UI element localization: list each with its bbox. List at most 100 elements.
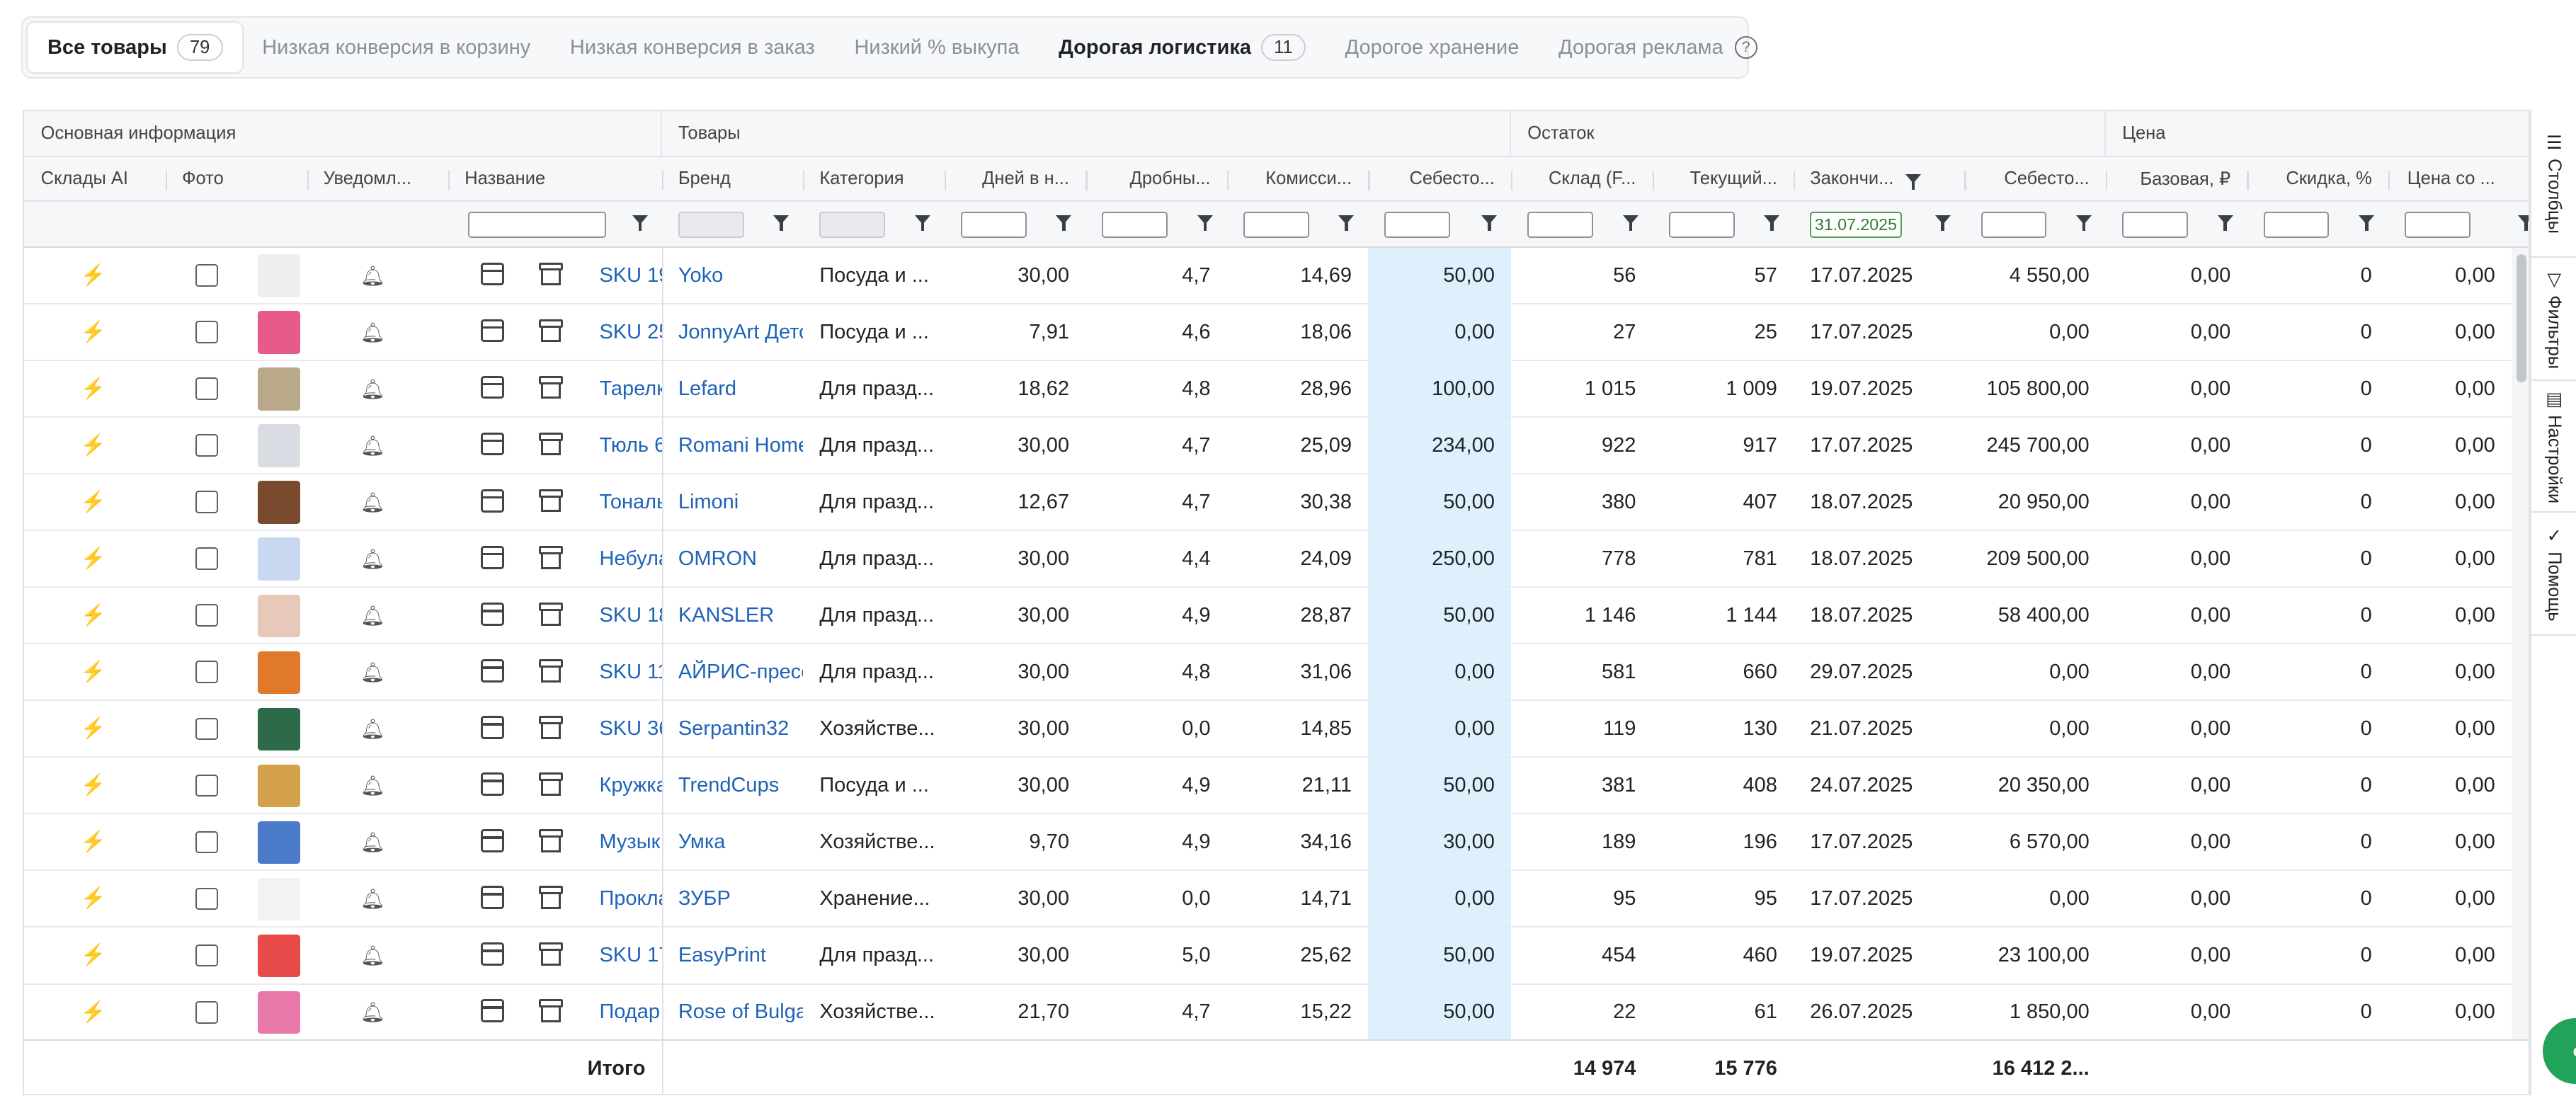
product-name-link[interactable]: Подар <box>599 1000 660 1024</box>
brand-link[interactable]: OMRON <box>678 547 757 570</box>
filter-input-cost[interactable] <box>1384 211 1451 239</box>
table-row[interactable]: ⚡ 🔔︎ SKU 11 АЙРИС-пресс Для празд... 30,00 4,8… <box>24 644 2512 702</box>
col-header-base-price[interactable]: Базовая, ₽ <box>2140 169 2231 189</box>
filter-icon[interactable] <box>2217 215 2233 230</box>
product-name-link[interactable]: SKU 11 <box>599 660 662 683</box>
filter-input-cost2[interactable] <box>1981 211 2047 239</box>
filter-input-base-price[interactable] <box>2122 211 2188 239</box>
calendar-icon[interactable] <box>481 659 504 683</box>
tab-3[interactable]: Низкий % выкупа <box>835 23 1039 72</box>
filter-input-commission[interactable] <box>1243 211 1309 239</box>
product-name-link[interactable]: Тюль 6 <box>599 433 662 457</box>
product-name-link[interactable]: SKU 18 <box>599 603 661 627</box>
side-help-button[interactable]: ✓ Помощь <box>2531 513 2576 636</box>
archive-icon[interactable] <box>538 829 564 852</box>
col-header-notify[interactable]: Уведомл... <box>323 169 412 189</box>
calendar-icon[interactable] <box>481 375 504 399</box>
magic-wand-icon[interactable]: ⚡ <box>80 321 106 344</box>
calendar-icon[interactable] <box>481 262 504 286</box>
calendar-icon[interactable] <box>481 886 504 909</box>
archive-icon[interactable] <box>538 262 564 286</box>
calendar-icon[interactable] <box>481 999 504 1022</box>
table-row[interactable]: ⚡ 🔔︎ Подар Rose of Bulgar Хозяйстве... 21,70 4… <box>24 984 2512 1041</box>
magic-wand-icon[interactable]: ⚡ <box>80 661 106 684</box>
bell-icon[interactable]: 🔔︎ <box>360 604 385 627</box>
cost-cell[interactable]: 100,00 <box>1368 361 1512 417</box>
cost-cell[interactable]: 50,00 <box>1368 984 1512 1040</box>
magic-wand-icon[interactable]: ⚡ <box>80 830 106 854</box>
bell-icon[interactable]: 🔔︎ <box>360 434 385 457</box>
bell-icon[interactable]: 🔔︎ <box>360 377 385 400</box>
product-name-link[interactable]: Прокла <box>599 886 661 910</box>
col-header-fraction[interactable]: Дробны... <box>1129 169 1211 189</box>
row-checkbox[interactable] <box>195 774 218 797</box>
table-row[interactable]: ⚡ 🔔︎ Прокла ЗУБР Хранение... 30,00 0,0 14,71 0,0… <box>24 871 2512 928</box>
archive-icon[interactable] <box>538 659 564 683</box>
calendar-icon[interactable] <box>481 942 504 966</box>
filter-input-brand[interactable] <box>678 211 744 239</box>
cost-cell[interactable]: 50,00 <box>1368 588 1512 644</box>
brand-link[interactable]: Lefard <box>678 377 737 400</box>
tab-5[interactable]: Дорогое хранение <box>1326 23 1539 72</box>
col-header-days[interactable]: Дней в н... <box>982 169 1069 189</box>
ends-sort-filter-icon[interactable] <box>1905 173 1921 189</box>
product-name-link[interactable]: Тарелк <box>599 377 662 400</box>
table-row[interactable]: ⚡ 🔔︎ Тюль 6 Romani Home Для празд... 30,00 4,7… <box>24 418 2512 475</box>
filter-input-current[interactable] <box>1668 211 1735 239</box>
magic-wand-icon[interactable]: ⚡ <box>80 264 106 287</box>
brand-link[interactable]: Умка <box>678 830 726 853</box>
bell-icon[interactable]: 🔔︎ <box>360 547 385 570</box>
brand-link[interactable]: Romani Home <box>678 433 804 457</box>
col-header-name[interactable]: Название <box>465 169 546 189</box>
filter-input-name[interactable] <box>467 211 606 239</box>
brand-link[interactable]: Limoni <box>678 490 739 513</box>
archive-icon[interactable] <box>538 546 564 569</box>
filter-icon[interactable] <box>914 215 930 230</box>
magic-wand-icon[interactable]: ⚡ <box>80 377 106 401</box>
col-header-warehouse-f[interactable]: Склад (F... <box>1549 169 1636 189</box>
archive-icon[interactable] <box>538 772 564 796</box>
filter-icon[interactable] <box>1056 215 1072 230</box>
product-name-link[interactable]: SKU 36 <box>599 717 661 740</box>
col-header-commission[interactable]: Комисси... <box>1265 169 1352 189</box>
filter-icon[interactable] <box>632 215 648 230</box>
calendar-icon[interactable] <box>481 829 504 852</box>
filter-input-fraction[interactable] <box>1102 211 1168 239</box>
tab-4[interactable]: Дорогая логистика 11 <box>1039 23 1325 72</box>
col-header-photo[interactable]: Фото <box>182 169 224 189</box>
magic-wand-icon[interactable]: ⚡ <box>80 604 106 627</box>
product-name-link[interactable]: Кружка <box>599 773 662 797</box>
col-header-discount[interactable]: Скидка, % <box>2286 169 2372 189</box>
product-name-link[interactable]: Музык <box>599 830 661 853</box>
col-header-price-with[interactable]: Цена со ... <box>2407 169 2495 189</box>
filter-input-category[interactable] <box>819 211 886 239</box>
calendar-icon[interactable] <box>481 603 504 626</box>
row-checkbox[interactable] <box>195 264 218 287</box>
product-name-link[interactable]: SKU 17 <box>599 943 661 966</box>
tab-1[interactable]: Низкая конверсия в корзину <box>242 23 550 72</box>
brand-link[interactable]: TrendCups <box>678 773 780 797</box>
table-row[interactable]: ⚡ 🔔︎ Тарелк Lefard Для празд... 18,62 4,8 28,96… <box>24 361 2512 418</box>
cost-cell[interactable]: 30,00 <box>1368 814 1512 870</box>
side-settings-button[interactable]: ▤ Настройки <box>2531 381 2576 513</box>
row-checkbox[interactable] <box>195 717 218 741</box>
col-header-ends[interactable]: Закончи... <box>1810 169 1894 189</box>
filter-icon[interactable] <box>2359 215 2375 230</box>
col-header-current[interactable]: Текущий... <box>1689 169 1777 189</box>
magic-wand-icon[interactable]: ⚡ <box>80 491 106 514</box>
brand-link[interactable]: Serpantin32 <box>678 717 790 740</box>
side-filters-button[interactable]: ▽ Фильтры <box>2531 258 2576 382</box>
calendar-icon[interactable] <box>481 489 504 513</box>
archive-icon[interactable] <box>538 886 564 909</box>
table-row[interactable]: ⚡ 🔔︎ SKU 36 Serpantin32 Хозяйстве... 30,00 0,0… <box>24 701 2512 758</box>
row-checkbox[interactable] <box>195 321 218 344</box>
magic-wand-icon[interactable]: ⚡ <box>80 547 106 571</box>
table-row[interactable]: ⚡ 🔔︎ Кружка TrendCups Посуда и ... 30,00 4,9 21… <box>24 758 2512 815</box>
filter-input-warehouse-f[interactable] <box>1527 211 1594 239</box>
col-header-cost2[interactable]: Себесто... <box>2004 169 2090 189</box>
row-checkbox[interactable] <box>195 604 218 627</box>
filter-input-price-with[interactable] <box>2405 211 2470 239</box>
archive-icon[interactable] <box>538 716 564 739</box>
cost-cell[interactable]: 50,00 <box>1368 247 1512 304</box>
filter-icon[interactable] <box>2518 215 2529 230</box>
